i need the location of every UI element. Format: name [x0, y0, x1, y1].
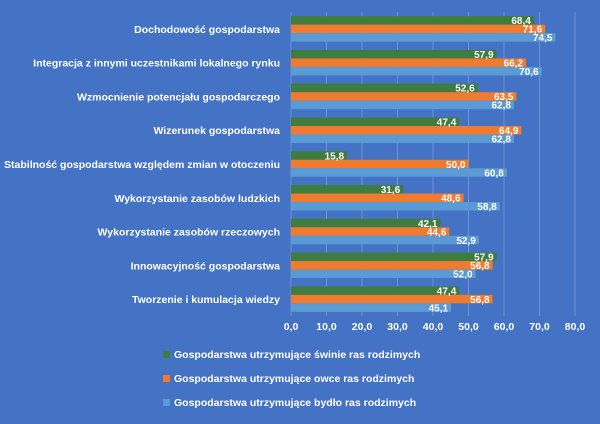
data-label: 44,6	[427, 227, 447, 238]
data-label: 52,6	[455, 84, 475, 95]
data-label: 42,1	[418, 219, 438, 230]
bar	[291, 125, 522, 135]
data-label: 68,4	[511, 16, 531, 27]
category-label: Wykorzystanie zasobów ludzkich	[114, 193, 280, 205]
bar	[291, 218, 441, 228]
x-tick-label: 70,0	[529, 321, 550, 333]
legend-swatch	[163, 399, 170, 406]
bar	[291, 202, 500, 211]
data-label: 71,6	[523, 25, 543, 36]
category-label: Innowacyjność gospodarstwa	[131, 260, 281, 272]
category-label: Wizerunek gospodarstwa	[153, 125, 280, 137]
bar	[291, 134, 514, 143]
x-tick-label: 80,0	[565, 321, 586, 333]
data-label: 15,8	[325, 151, 345, 162]
bar	[291, 269, 476, 279]
bar	[291, 49, 497, 59]
data-label: 31,6	[381, 185, 401, 196]
legend-label: Gospodarstwa utrzymujące świnie ras rodz…	[174, 349, 420, 361]
bar	[291, 151, 348, 160]
data-label: 45,1	[429, 303, 449, 314]
bar	[291, 83, 478, 93]
bar	[291, 261, 493, 270]
bar	[291, 117, 460, 126]
legend-swatch	[163, 351, 170, 358]
data-label: 57,9	[474, 50, 494, 61]
bar	[291, 100, 514, 110]
data-labels-group: 68,471,674,557,966,270,652,663,562,847,4…	[325, 16, 553, 314]
data-label: 52,0	[453, 270, 473, 281]
bar	[291, 227, 450, 236]
x-tick-label: 60,0	[494, 321, 515, 333]
data-label: 74,5	[533, 33, 553, 44]
bar	[291, 185, 404, 194]
category-label: Stabilność gospodarstwa względem zmian w…	[4, 159, 280, 171]
x-tick-label: 40,0	[423, 321, 444, 333]
data-label: 63,5	[494, 92, 514, 103]
data-label: 62,8	[491, 134, 511, 145]
bar	[291, 303, 452, 312]
bar	[291, 16, 534, 25]
x-tick-label: 10,0	[316, 321, 337, 333]
x-tick-label: 30,0	[387, 321, 408, 333]
bar	[291, 252, 497, 262]
category-label: Tworzenie i kumulacja wiedzy	[132, 294, 280, 306]
x-axis-ticks: 0,0 10,0 20,0 30,0 40,0 50,0 60,0 70,0 80,0	[284, 321, 586, 333]
data-label: 60,8	[484, 168, 504, 179]
data-label: 47,4	[437, 286, 457, 297]
category-label: Wykorzystanie zasobów rzeczowych	[98, 227, 280, 239]
bar	[291, 24, 546, 34]
x-tick-label: 50,0	[458, 321, 479, 333]
bar	[291, 168, 507, 177]
data-label: 62,8	[491, 101, 511, 112]
legend-label: Gospodarstwa utrzymujące owce ras rodzim…	[174, 373, 414, 385]
legend: Gospodarstwa utrzymujące świnie ras rodz…	[163, 349, 420, 409]
data-label: 56,8	[470, 261, 490, 272]
data-label: 58,8	[477, 202, 497, 213]
legend-label: Gospodarstwa utrzymujące bydło ras rodzi…	[174, 397, 416, 409]
data-label: 66,2	[504, 58, 524, 69]
data-label: 64,9	[499, 126, 519, 137]
data-label: 52,9	[456, 236, 476, 247]
data-label: 48,6	[441, 194, 461, 205]
category-label: Wzmocnienie potencjału gospodarczego	[77, 91, 280, 103]
x-tick-label: 0,0	[284, 321, 299, 333]
bar	[291, 33, 556, 42]
data-label: 56,8	[470, 295, 490, 306]
data-label: 47,4	[437, 117, 457, 128]
data-label: 70,6	[519, 67, 539, 78]
legend-swatch	[163, 375, 170, 382]
bar	[291, 58, 527, 67]
category-label: Dochodowość gospodarstwa	[134, 24, 280, 36]
bar	[291, 294, 493, 304]
bar	[291, 159, 469, 169]
data-label: 50,0	[446, 160, 466, 171]
category-labels-group: Dochodowość gospodarstwa Integracja z inn…	[4, 24, 280, 306]
bar	[291, 193, 464, 203]
data-label: 57,9	[474, 253, 494, 264]
category-label: Integracja z innymi uczestnikami lokalne…	[33, 58, 280, 70]
bars-group	[291, 16, 556, 312]
x-tick-label: 20,0	[352, 321, 373, 333]
bar	[291, 286, 460, 295]
bar	[291, 235, 479, 245]
bar	[291, 92, 517, 101]
bar	[291, 66, 542, 76]
